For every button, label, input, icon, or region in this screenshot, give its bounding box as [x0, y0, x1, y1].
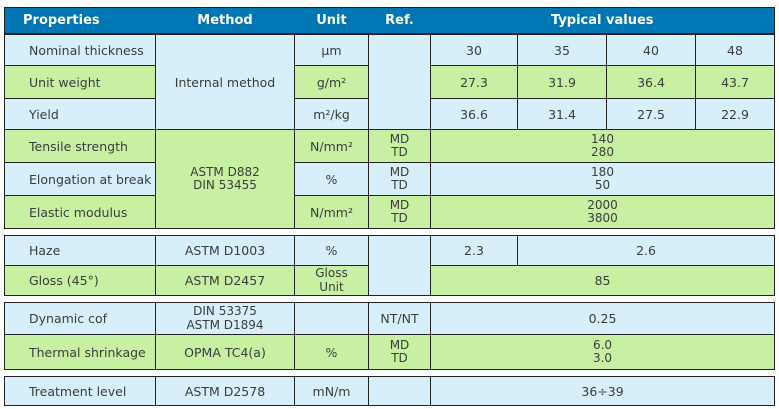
- header-typical-values: Typical values: [430, 7, 775, 34]
- ref-cell-empty: [368, 235, 431, 296]
- property-cell: Nominal thickness: [4, 34, 156, 66]
- value-cell: 27.5: [606, 98, 696, 130]
- section-treatment: Treatment level ASTM D2578 mN/m 36÷39: [4, 376, 776, 406]
- ref-cell-empty: [368, 376, 431, 406]
- value-cell: 2.6: [516, 235, 776, 266]
- property-cell: Yield: [4, 98, 156, 130]
- table-row: Unit weight g/m² 27.3 31.9 36.4 43.7: [4, 65, 775, 99]
- unit-cell: %: [294, 162, 369, 196]
- ref-cell-empty: [368, 34, 431, 130]
- unit-cell: g/m²: [294, 65, 369, 99]
- section-surface: Dynamic cof DIN 53375 ASTM D1894 NT/NT 0…: [4, 302, 776, 370]
- property-cell: Treatment level: [4, 376, 156, 406]
- value-cell: 36.4: [606, 65, 696, 99]
- unit-cell-empty: [294, 302, 369, 335]
- ref-cell: MD TD: [368, 334, 431, 370]
- table-row: Dynamic cof DIN 53375 ASTM D1894 NT/NT 0…: [4, 302, 776, 335]
- value-cell: 31.9: [517, 65, 607, 99]
- unit-cell: m²/kg: [294, 98, 369, 130]
- value-cell: 31.4: [517, 98, 607, 130]
- table-row: Elongation at break % MD TD 180 50: [4, 162, 775, 196]
- ref-cell: MD TD: [368, 162, 431, 196]
- method-cell: ASTM D2457: [155, 265, 295, 296]
- unit-cell: mN/m: [294, 376, 369, 406]
- property-cell: Gloss (45°): [4, 265, 156, 296]
- table-row: Thermal shrinkage OPMA TC4(a) % MD TD 6.…: [4, 334, 776, 370]
- value-cell: 140 280: [430, 129, 775, 163]
- property-cell: Dynamic cof: [4, 302, 156, 335]
- unit-cell: N/mm²: [294, 195, 369, 229]
- ref-cell: MD TD: [368, 195, 431, 229]
- property-cell: Elongation at break: [4, 162, 156, 196]
- unit-cell: N/mm²: [294, 129, 369, 163]
- header-ref: Ref.: [368, 7, 431, 34]
- method-cell: ASTM D2578: [155, 376, 295, 406]
- value-cell: 2000 3800: [430, 195, 775, 229]
- property-cell: Thermal shrinkage: [4, 334, 156, 370]
- header-method: Method: [155, 7, 295, 34]
- property-cell: Haze: [4, 235, 156, 266]
- header-properties: Properties: [4, 7, 156, 34]
- value-cell: 36÷39: [429, 376, 776, 406]
- method-cell: DIN 53375 ASTM D1894: [155, 302, 295, 335]
- value-cell: 2.3: [430, 235, 518, 266]
- table-row: Nominal thickness Internal method µm 30 …: [4, 34, 775, 130]
- value-cell: 180 50: [430, 162, 775, 196]
- table-header: Properties Method Unit Ref. Typical valu…: [4, 7, 776, 34]
- header-row: Properties Method Unit Ref. Typical valu…: [4, 7, 775, 34]
- value-cell: 48: [695, 34, 775, 66]
- section-optical: Haze ASTM D1003 % 2.3 2.6 Gloss (45°) AS…: [4, 235, 776, 296]
- method-cell: OPMA TC4(a): [155, 334, 295, 370]
- table-row: Yield m²/kg 36.6 31.4 27.5 22.9: [4, 98, 775, 130]
- properties-table: Properties Method Unit Ref. Typical valu…: [4, 7, 776, 406]
- value-cell: 35: [517, 34, 607, 66]
- value-cell: 43.7: [695, 65, 775, 99]
- value-cell: 36.6: [430, 98, 518, 130]
- method-cell: Internal method: [155, 34, 295, 130]
- value-cell: 85: [429, 265, 776, 296]
- property-cell: Elastic modulus: [4, 195, 156, 229]
- header-unit: Unit: [294, 7, 369, 34]
- table-row: Haze ASTM D1003 % 2.3 2.6: [4, 235, 776, 296]
- unit-cell: Gloss Unit: [294, 265, 369, 296]
- table-row: Elastic modulus N/mm² MD TD 2000 3800: [4, 195, 775, 229]
- table-row: Tensile strength ASTM D882 DIN 53455 N/m…: [4, 129, 775, 229]
- value-cell: 30: [430, 34, 518, 66]
- unit-cell: %: [294, 235, 369, 266]
- unit-cell: %: [294, 334, 369, 370]
- method-cell: ASTM D1003: [155, 235, 295, 266]
- property-cell: Unit weight: [4, 65, 156, 99]
- property-cell: Tensile strength: [4, 129, 156, 163]
- ref-cell: NT/NT: [368, 302, 431, 335]
- value-cell: 6.0 3.0: [429, 334, 776, 370]
- table-row: Gloss (45°) ASTM D2457 Gloss Unit 85: [4, 265, 776, 296]
- value-cell: 27.3: [430, 65, 518, 99]
- unit-cell: µm: [294, 34, 369, 66]
- value-cell: 22.9: [695, 98, 775, 130]
- value-cell: 0.25: [429, 302, 776, 335]
- method-cell: ASTM D882 DIN 53455: [155, 129, 295, 229]
- section-physical-mechanical: Nominal thickness Internal method µm 30 …: [4, 34, 775, 229]
- value-cell: 40: [606, 34, 696, 66]
- ref-cell: MD TD: [368, 129, 431, 163]
- table-row: Treatment level ASTM D2578 mN/m 36÷39: [4, 376, 776, 406]
